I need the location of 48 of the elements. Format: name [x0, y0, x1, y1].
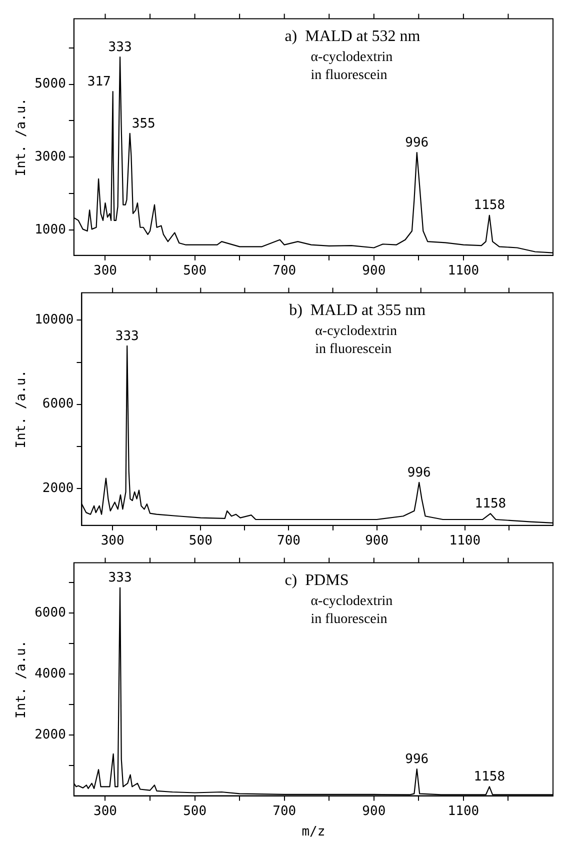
- x-tick-label: 700: [276, 534, 300, 549]
- annotation: 333: [115, 328, 139, 344]
- x-tick-label: 300: [100, 534, 124, 549]
- y-axis-title: Int. /a.u.: [14, 640, 30, 718]
- x-tick-label: 1100: [448, 804, 480, 819]
- x-tick-label: 300: [94, 804, 117, 819]
- annotation: 333: [108, 570, 132, 586]
- x-tick-label: 700: [272, 264, 296, 279]
- annotation: α-cyclodextrin: [310, 50, 393, 65]
- x-tick-label: 900: [362, 264, 386, 279]
- x-tick-label: 300: [94, 264, 117, 279]
- annotation: α-cyclodextrin: [315, 324, 398, 339]
- annotation: in fluorescein: [310, 612, 388, 627]
- y-tick-label: 4000: [34, 666, 66, 682]
- annotation: 996: [407, 465, 431, 480]
- x-axis-title: m/z: [302, 824, 326, 840]
- y-tick-label: 2000: [34, 727, 66, 742]
- x-tick-label: 900: [365, 534, 389, 549]
- x-tick-label: 500: [188, 534, 212, 549]
- y-axis-title: Int. /a.u.: [14, 370, 30, 448]
- annotation: 996: [405, 752, 429, 767]
- annotation: 1158: [474, 198, 506, 214]
- y-tick-label: 1000: [34, 222, 66, 238]
- y-tick-label: 6000: [34, 605, 66, 620]
- x-tick-label: 500: [183, 804, 207, 819]
- annotation: 317: [87, 74, 111, 90]
- y-tick-label: 6000: [42, 396, 74, 412]
- y-tick-label: 5000: [34, 76, 66, 92]
- annotation: 355: [132, 116, 156, 132]
- y-axis-title: Int. /a.u.: [14, 98, 30, 176]
- annotation: c) PDMS: [284, 572, 349, 589]
- y-tick-label: 2000: [42, 480, 74, 496]
- y-tick-label: 10000: [34, 312, 74, 328]
- x-tick-label: 700: [272, 804, 296, 819]
- x-tick-label: 900: [362, 804, 386, 819]
- y-tick-label: 3000: [34, 149, 66, 164]
- x-tick-label: 1100: [448, 264, 480, 279]
- annotation: 333: [108, 40, 132, 55]
- annotation: α-cyclodextrin: [310, 594, 393, 609]
- annotation: in fluorescein: [315, 342, 392, 357]
- annotation: 1158: [474, 496, 506, 512]
- annotation: a) MALD at 532 nm: [284, 28, 421, 45]
- annotation: 996: [405, 135, 429, 150]
- x-tick-label: 500: [183, 264, 207, 279]
- x-tick-label: 1100: [449, 534, 481, 549]
- annotation: in fluorescein: [310, 68, 388, 83]
- annotation: 1158: [474, 770, 506, 785]
- annotation: b) MALD at 355 nm: [289, 302, 426, 319]
